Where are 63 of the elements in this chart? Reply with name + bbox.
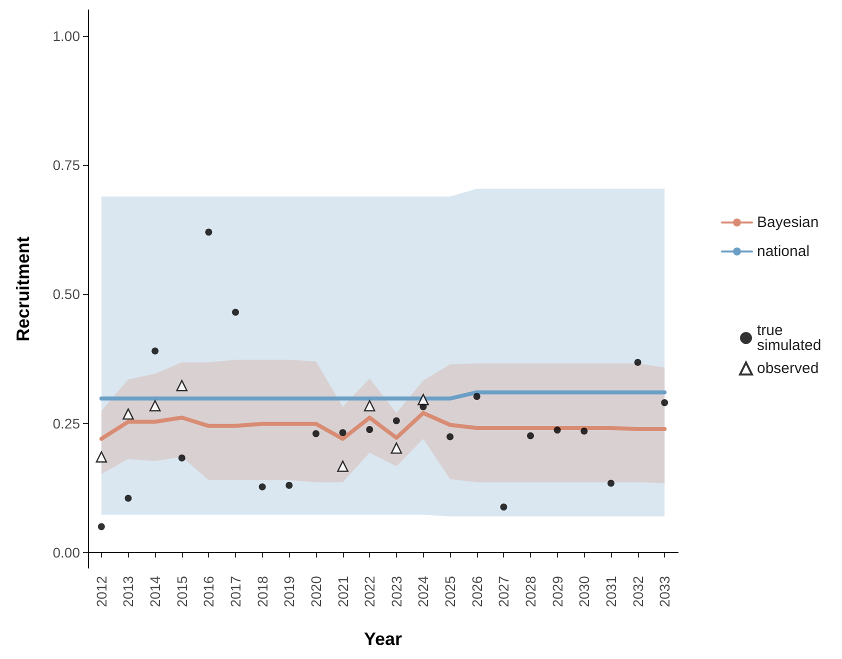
point <box>258 483 266 490</box>
point <box>149 400 161 412</box>
x-tick-label: 2033 <box>656 576 673 608</box>
legend-label: national <box>757 243 810 260</box>
x-tick-label: 2014 <box>147 576 164 608</box>
point <box>176 380 188 392</box>
x-tick-label: 2012 <box>93 576 110 608</box>
x-tick-label: 2019 <box>281 576 298 608</box>
point <box>122 408 134 420</box>
y-tick-label: 0.25 <box>52 415 80 432</box>
x-tick-label: 2027 <box>496 576 512 608</box>
line-series <box>99 411 667 441</box>
point <box>98 523 105 530</box>
y-tick-label: 0.50 <box>52 286 80 302</box>
x-tick-label: 2017 <box>228 576 244 608</box>
x-tick-label: 2013 <box>120 576 136 608</box>
point <box>232 308 239 316</box>
x-tick-label: 2016 <box>200 576 217 608</box>
x-tick-label: 2032 <box>630 576 646 608</box>
x-tick-label: 2020 <box>308 576 324 608</box>
y-tick-label: 0.75 <box>52 157 80 173</box>
point <box>473 392 480 400</box>
point <box>607 480 614 487</box>
legend-label: observed <box>757 360 819 377</box>
x-tick-label: 2028 <box>522 576 538 608</box>
point <box>124 494 132 502</box>
x-tick-label: 2018 <box>254 576 270 608</box>
x-tick-label: 2021 <box>334 576 351 608</box>
x-tick-label: 2024 <box>415 576 432 608</box>
point <box>580 428 588 435</box>
y-tick-label: 0.00 <box>52 544 80 560</box>
point <box>205 228 212 236</box>
point <box>96 451 108 463</box>
legend-label: Bayesian <box>757 214 819 231</box>
point <box>634 358 642 366</box>
x-tick-label: 2025 <box>442 576 458 608</box>
point <box>366 426 374 434</box>
x-tick-label: 2015 <box>174 576 190 608</box>
point <box>364 400 376 412</box>
point <box>286 482 293 489</box>
point <box>178 454 186 462</box>
x-tick-label: 2022 <box>362 576 378 608</box>
x-tick-label: 2029 <box>549 576 566 608</box>
x-axis-title: Year <box>364 629 402 649</box>
point <box>554 426 561 434</box>
x-tick-label: 2023 <box>388 576 404 608</box>
x-tick-label: 2031 <box>602 576 619 608</box>
point <box>337 460 348 472</box>
point <box>392 417 400 424</box>
x-tick-label: 2026 <box>468 576 485 608</box>
y-tick-label: 1.00 <box>52 28 80 44</box>
point <box>661 399 668 406</box>
legend-label: true simulated <box>757 322 822 354</box>
point <box>500 504 508 511</box>
point <box>390 442 402 454</box>
x-tick-label: 2030 <box>576 576 592 608</box>
y-axis-title: Recruitment <box>13 236 33 342</box>
point <box>418 394 429 406</box>
point <box>152 348 159 354</box>
point <box>446 433 454 440</box>
point <box>527 432 534 440</box>
point <box>312 430 320 438</box>
point <box>339 429 346 436</box>
